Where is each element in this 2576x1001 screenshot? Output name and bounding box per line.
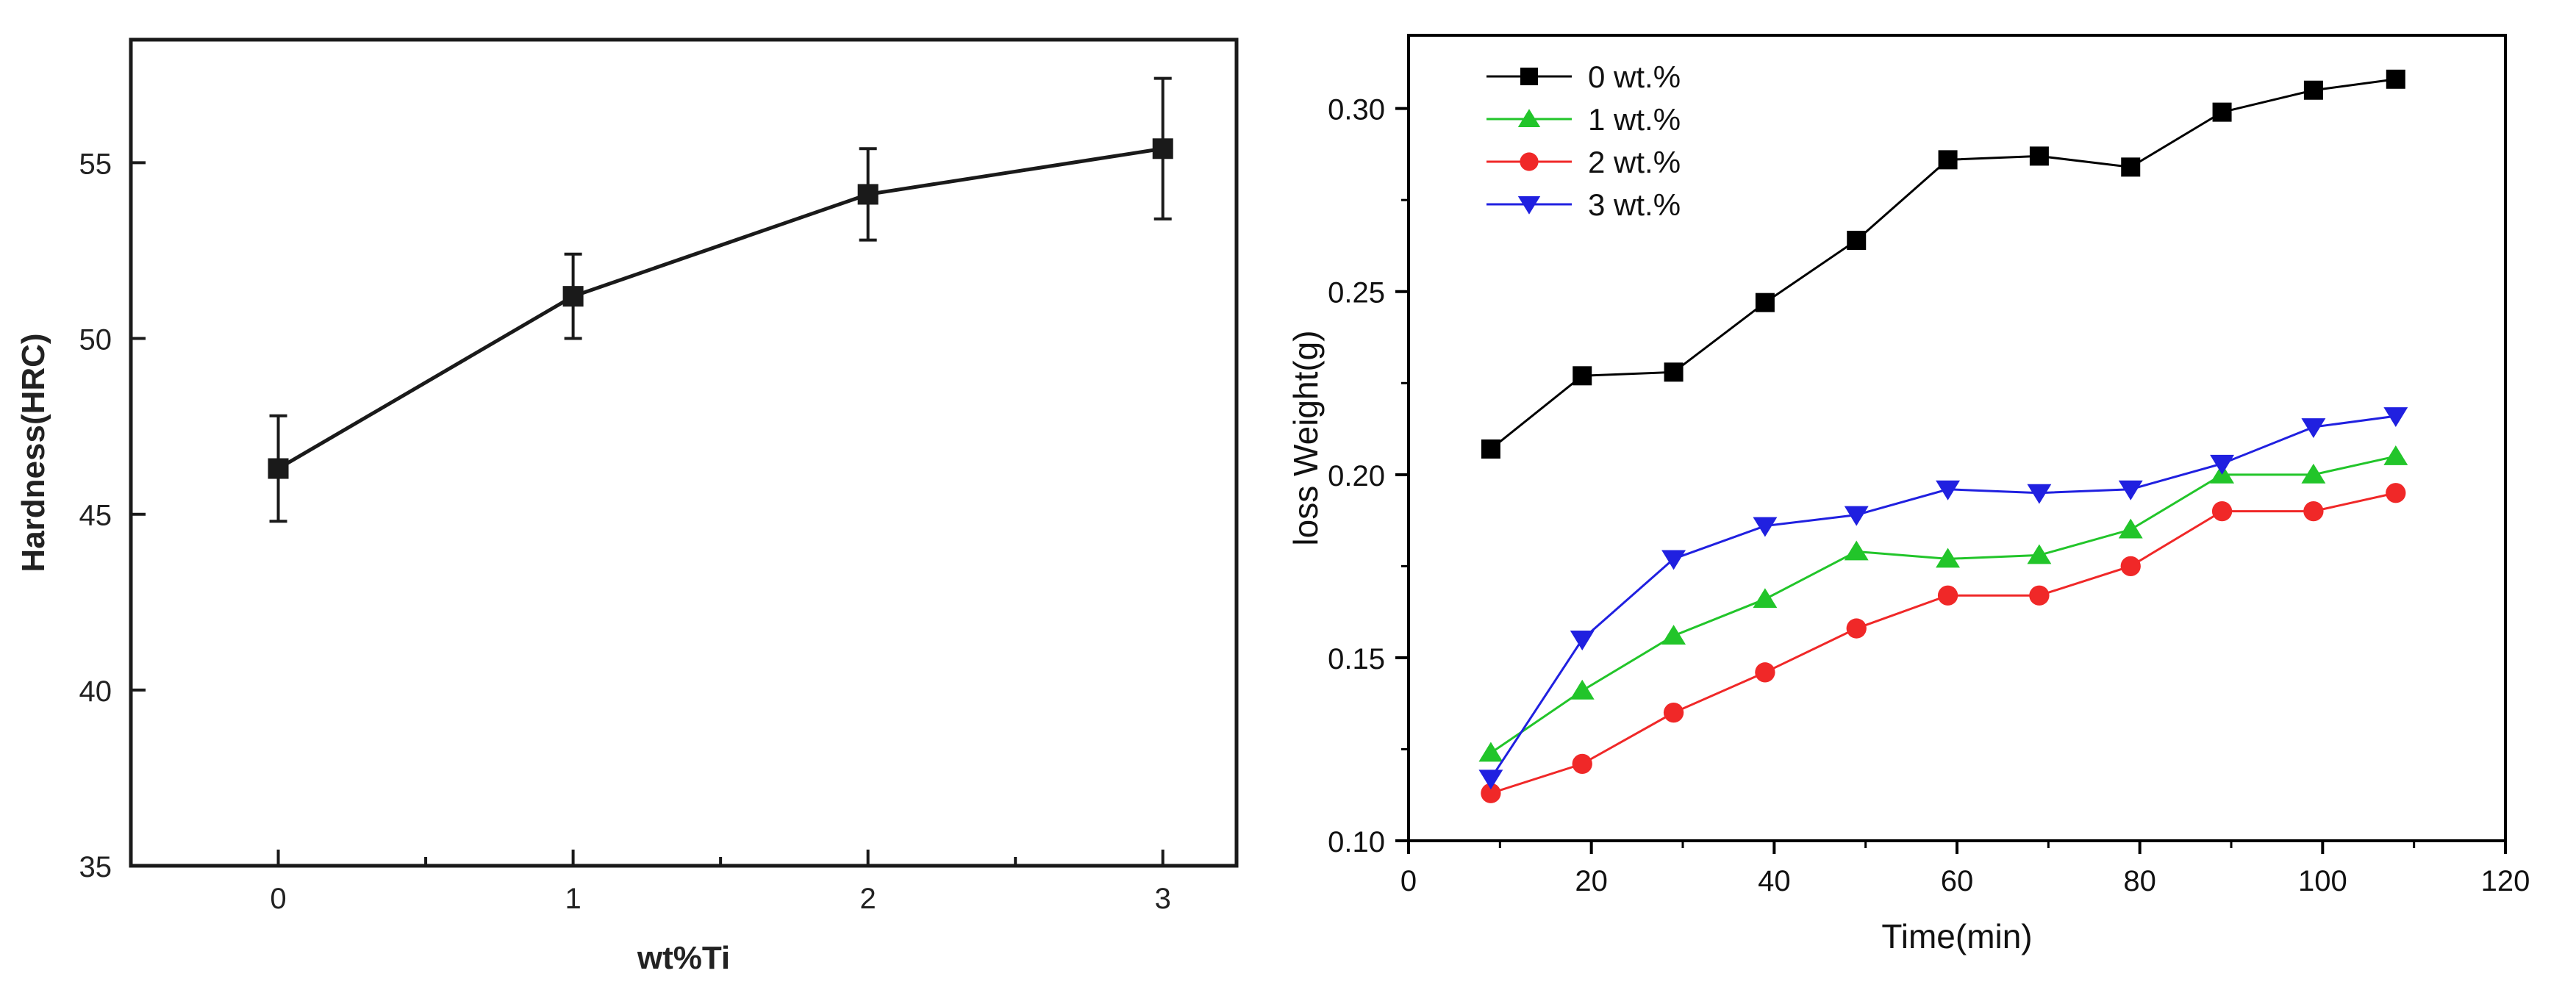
- weight-loss-data-point: [2383, 445, 2408, 465]
- weight-loss-data-point: [2301, 463, 2326, 484]
- weight-loss-x-tick-label: 60: [1941, 865, 1974, 897]
- hardness-chart: 35 40 45 50 55 0 1 2 3 Hardness(HRC) wt%Ti: [15, 37, 1239, 976]
- weight-loss-data-point: [2118, 518, 2143, 539]
- hardness-x-tick-label: 0: [270, 883, 286, 915]
- weight-loss-data-point: [2029, 146, 2049, 166]
- weight-loss-data-point: [1481, 439, 1500, 459]
- weight-loss-data-point: [2212, 102, 2232, 122]
- hardness-x-ticks: 0 1 2 3: [129, 850, 1171, 915]
- weight-loss-data-point: [1936, 480, 1961, 501]
- weight-loss-x-tick-label: 80: [2123, 865, 2156, 897]
- weight-loss-data-point: [2386, 69, 2405, 89]
- legend-label: 2 wt.%: [1588, 145, 1681, 179]
- hardness-data-point: [268, 458, 289, 479]
- legend-swatch-marker: [1517, 109, 1541, 128]
- weight-loss-x-tick-label: 40: [1758, 865, 1791, 897]
- weight-loss-data-point: [2303, 501, 2324, 522]
- weight-loss-data-point: [1478, 769, 1503, 790]
- weight-loss-y-tick-label: 0.20: [1328, 460, 1385, 492]
- weight-loss-data-point: [1844, 540, 1869, 561]
- hardness-plot-frame: [129, 37, 1239, 868]
- weight-loss-data-point: [1570, 631, 1595, 650]
- weight-loss-data-point: [2211, 501, 2233, 522]
- hardness-y-tick-label: 35: [79, 851, 112, 883]
- legend-label: 3 wt.%: [1588, 187, 1681, 222]
- weight-loss-data-point: [2383, 407, 2408, 428]
- hardness-y-tick-label: 40: [79, 675, 112, 708]
- weight-loss-chart: 0.10 0.15 0.20 0.25 0.30 0 20 40 60 80 100 120 0 w…: [1287, 34, 2530, 955]
- weight-loss-x-axis-label: Time(min): [1881, 917, 2032, 955]
- weight-loss-y-tick-label: 0.25: [1328, 277, 1385, 309]
- weight-loss-data-point: [1661, 550, 1686, 570]
- weight-loss-data-point: [1663, 702, 1684, 723]
- weight-loss-data-point: [2303, 80, 2323, 100]
- weight-loss-y-axis-label: loss Weight(g): [1287, 330, 1325, 545]
- weight-loss-data-point: [1753, 517, 1778, 537]
- weight-loss-x-tick-label: 120: [2481, 865, 2530, 897]
- legend-swatch-marker: [1520, 152, 1539, 171]
- hardness-x-tick-label: 3: [1155, 883, 1171, 915]
- weight-loss-data-point: [1570, 679, 1595, 700]
- weight-loss-data-point: [1937, 585, 1958, 606]
- weight-loss-data-point: [1478, 742, 1503, 762]
- weight-loss-y-tick-label: 0.15: [1328, 643, 1385, 675]
- weight-loss-legend: 0 wt.% 1 wt.% 2 wt.% 3 wt.%: [1486, 60, 1681, 222]
- hardness-series-line: [277, 146, 1164, 470]
- hardness-data-point: [1152, 138, 1173, 159]
- weight-loss-x-tick-label: 100: [2298, 865, 2347, 897]
- weight-loss-data-point: [2120, 556, 2141, 577]
- legend-label: 0 wt.%: [1588, 60, 1681, 94]
- weight-loss-data-point: [1664, 362, 1684, 382]
- weight-loss-x-ticks: 0 20 40 60 80 100 120: [1400, 841, 2530, 897]
- weight-loss-data-point: [2386, 483, 2406, 503]
- weight-loss-data-point: [2301, 418, 2326, 439]
- hardness-y-axis-label: Hardness(HRC): [15, 333, 51, 572]
- weight-loss-data-point: [1847, 230, 1867, 250]
- weight-loss-data-point: [2027, 544, 2052, 564]
- weight-loss-data-point: [1938, 150, 1958, 170]
- hardness-data-point: [857, 184, 879, 205]
- legend-swatch-marker: [1520, 68, 1538, 85]
- weight-loss-data-point: [2210, 454, 2235, 475]
- hardness-x-tick-label: 1: [565, 883, 581, 915]
- weight-loss-data-point: [2121, 157, 2141, 177]
- weight-loss-data-point: [1573, 366, 1592, 386]
- weight-loss-data-point: [1844, 506, 1869, 526]
- weight-loss-y-tick-label: 0.10: [1328, 826, 1385, 858]
- hardness-x-axis-label: wt%Ti: [637, 940, 730, 976]
- hardness-x-tick-label: 2: [860, 883, 876, 915]
- legend-label: 1 wt.%: [1588, 102, 1681, 137]
- weight-loss-data-point: [1481, 783, 1501, 803]
- legend-swatch-marker: [1517, 195, 1541, 215]
- hardness-y-tick-label: 55: [79, 148, 112, 180]
- hardness-series: [268, 76, 1173, 523]
- weight-loss-data-point: [2118, 480, 2143, 501]
- hardness-y-tick-label: 50: [79, 324, 112, 356]
- weight-loss-data-point: [1572, 753, 1592, 775]
- weight-loss-data-point: [1753, 588, 1778, 609]
- weight-loss-x-tick-label: 0: [1400, 865, 1417, 897]
- hardness-y-ticks: 35 40 45 50 55: [79, 148, 146, 883]
- weight-loss-x-tick-label: 20: [1575, 865, 1608, 897]
- weight-loss-series: [1478, 69, 2408, 803]
- weight-loss-data-point: [1755, 293, 1775, 312]
- weight-loss-data-point: [1846, 618, 1867, 639]
- weight-loss-data-point: [1755, 662, 1775, 683]
- weight-loss-data-point: [1936, 548, 1961, 568]
- weight-loss-y-tick-label: 0.30: [1328, 94, 1385, 126]
- weight-loss-data-point: [1661, 625, 1686, 645]
- hardness-y-tick-label: 45: [79, 500, 112, 532]
- weight-loss-data-point: [2027, 484, 2052, 504]
- weight-loss-y-ticks: 0.10 0.15 0.20 0.25 0.30: [1328, 94, 1409, 858]
- hardness-data-point: [562, 286, 584, 307]
- weight-loss-data-point: [2029, 585, 2050, 606]
